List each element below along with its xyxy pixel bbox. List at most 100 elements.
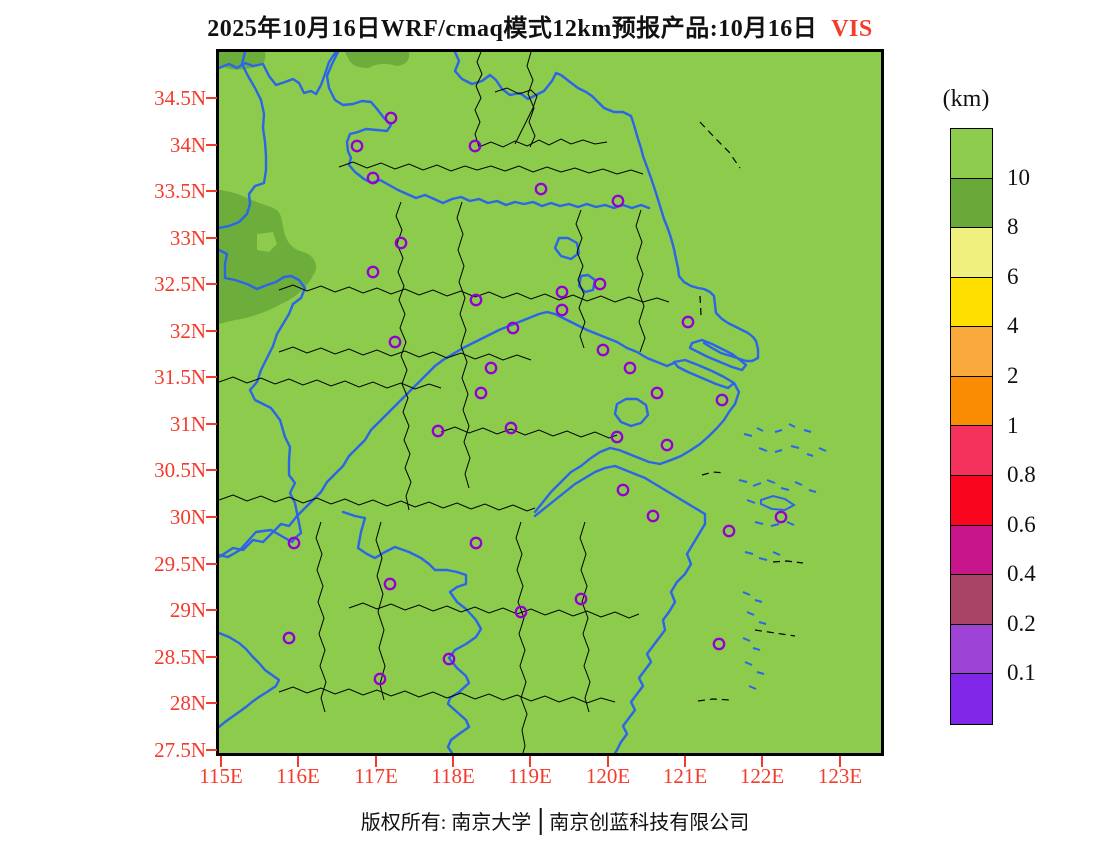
- lat-tick-mark: [206, 609, 217, 611]
- colorbar-value-label: 0.4: [1007, 561, 1036, 587]
- lat-tick-label: 30.5N: [154, 458, 206, 482]
- water-boundary-layer: [219, 52, 760, 753]
- city-station-marker: [394, 236, 408, 250]
- lat-tick-label: 31N: [169, 412, 206, 436]
- city-station-marker: [555, 303, 569, 317]
- colorbar-value-label: 2: [1007, 362, 1019, 388]
- lat-tick-label: 29.5N: [154, 552, 206, 576]
- county-boundary-layer: [219, 52, 670, 753]
- lat-tick-mark: [206, 423, 217, 425]
- title-text: 2025年10月16日WRF/cmaq模式12km预报产品:10月16日: [207, 16, 818, 42]
- colorbar-legend: 10 8 6 4 2 1 0.8 0.6 0.4 0.2 0.1: [950, 128, 1070, 725]
- colorbar-segment: [951, 426, 992, 477]
- colorbar-segment: [951, 674, 992, 724]
- city-station-marker: [596, 343, 610, 357]
- colorbar-segment: [951, 129, 992, 179]
- lat-tick-label: 27.5N: [154, 738, 206, 762]
- title-variable-tag: VIS: [831, 16, 873, 42]
- lat-tick-label: 33.5N: [154, 179, 206, 203]
- city-station-marker: [616, 483, 630, 497]
- lon-tick-label: 120E: [585, 764, 631, 788]
- copyright-right: 南京创蓝科技有限公司: [549, 812, 750, 834]
- colorbar-value-label: 8: [1007, 214, 1019, 240]
- lon-tick-mark: [607, 756, 609, 767]
- lon-tick-mark: [529, 756, 531, 767]
- lon-tick-label: 116E: [276, 764, 320, 788]
- city-station-marker: [715, 393, 729, 407]
- lat-tick-mark: [206, 516, 217, 518]
- lat-tick-mark: [206, 563, 217, 565]
- footer-divider-bar: [539, 808, 542, 835]
- city-station-marker: [282, 631, 296, 645]
- legend-unit-label: (km): [942, 86, 990, 112]
- map-frame: [216, 49, 884, 756]
- visibility-field: [219, 52, 881, 753]
- lat-tick-label: 34N: [169, 133, 206, 157]
- map-canvas: [219, 52, 881, 753]
- colorbar-segment: [951, 228, 992, 278]
- city-station-marker: [384, 111, 398, 125]
- city-station-marker: [469, 293, 483, 307]
- city-station-marker: [611, 194, 625, 208]
- lat-tick-label: 32N: [169, 319, 206, 343]
- colorbar-value-label: 0.8: [1007, 462, 1036, 488]
- colorbar-value-label: 6: [1007, 263, 1019, 289]
- station-marker-layer: [282, 111, 788, 686]
- city-station-marker: [504, 421, 518, 435]
- lon-tick-label: 118E: [431, 764, 475, 788]
- page-title: 2025年10月16日WRF/cmaq模式12km预报产品:10月16日 VIS: [207, 8, 873, 43]
- colorbar: [950, 128, 993, 725]
- lat-tick-label: 29N: [169, 598, 206, 622]
- lat-tick-label: 34.5N: [154, 86, 206, 110]
- lat-tick-label: 31.5N: [154, 365, 206, 389]
- lat-tick-label: 30N: [169, 505, 206, 529]
- lat-tick-mark: [206, 190, 217, 192]
- city-station-marker: [593, 277, 607, 291]
- city-station-marker: [366, 171, 380, 185]
- lat-tick-label: 28N: [169, 691, 206, 715]
- city-station-marker: [484, 361, 498, 375]
- city-station-marker: [610, 430, 624, 444]
- colorbar-segment: [951, 327, 992, 377]
- lon-tick-mark: [684, 756, 686, 767]
- city-station-marker: [514, 605, 528, 619]
- lon-tick-label: 117E: [354, 764, 398, 788]
- lat-tick-mark: [206, 469, 217, 471]
- colorbar-segment: [951, 476, 992, 526]
- lat-tick-mark: [206, 97, 217, 99]
- lon-tick-label: 123E: [817, 764, 863, 788]
- colorbar-segment: [951, 525, 992, 576]
- lon-tick-mark: [761, 756, 763, 767]
- city-station-marker: [469, 536, 483, 550]
- maritime-dashed-layer: [697, 121, 804, 702]
- lat-tick-mark: [206, 237, 217, 239]
- colorbar-segment: [951, 376, 992, 427]
- lat-tick-mark: [206, 376, 217, 378]
- city-station-marker: [534, 182, 548, 196]
- colorbar-value-label: 4: [1007, 313, 1019, 339]
- colorbar-segment: [951, 277, 992, 328]
- city-station-marker: [650, 386, 664, 400]
- lat-tick-mark: [206, 144, 217, 146]
- lat-tick-mark: [206, 702, 217, 704]
- city-station-marker: [722, 524, 736, 538]
- city-station-marker: [774, 510, 788, 524]
- lat-tick-mark: [206, 283, 217, 285]
- lat-tick-mark: [206, 656, 217, 658]
- city-station-marker: [468, 139, 482, 153]
- island-layer: [738, 423, 827, 690]
- colorbar-segment: [951, 624, 992, 675]
- city-station-marker: [388, 335, 402, 349]
- city-station-marker: [574, 592, 588, 606]
- city-station-marker: [555, 285, 569, 299]
- city-station-marker: [287, 536, 301, 550]
- colorbar-value-label: 10: [1007, 164, 1030, 190]
- colorbar-segment: [951, 575, 992, 625]
- city-station-marker: [474, 386, 488, 400]
- colorbar-segment: [951, 178, 992, 229]
- copyright-footer: 版权所有: 南京大学 南京创蓝科技有限公司: [361, 806, 750, 835]
- lat-tick-label: 33N: [169, 226, 206, 250]
- city-station-marker: [712, 637, 726, 651]
- lon-tick-label: 122E: [739, 764, 785, 788]
- lon-tick-label: 115E: [199, 764, 243, 788]
